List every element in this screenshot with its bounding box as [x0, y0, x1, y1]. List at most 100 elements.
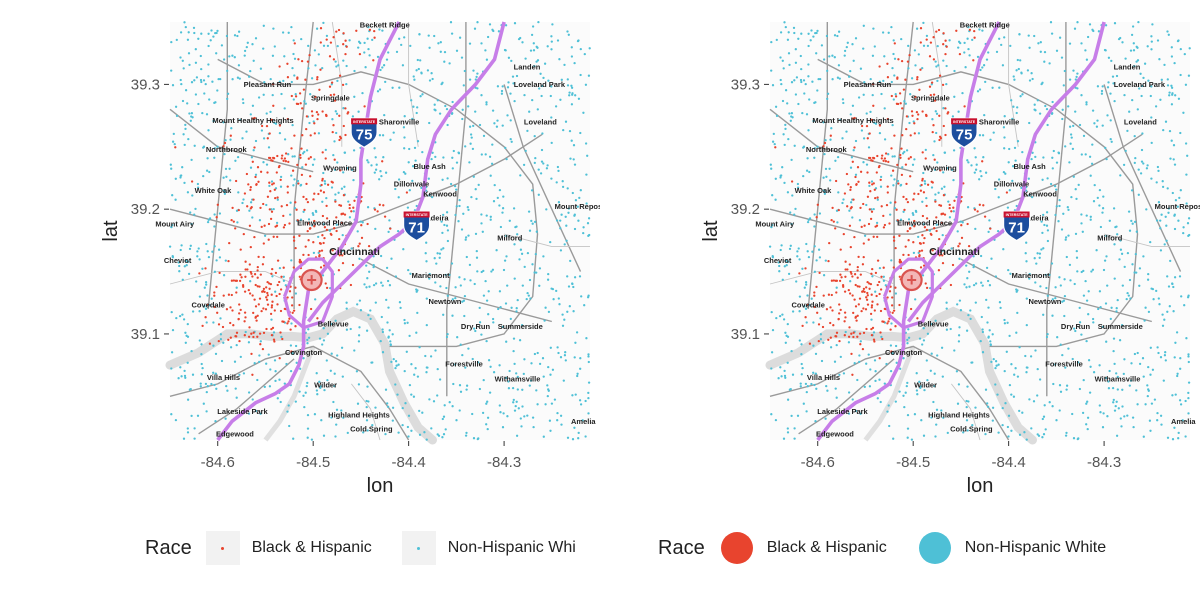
point-non-hispanic-white [862, 47, 865, 50]
point-black-hispanic [835, 291, 838, 294]
point-black-hispanic [821, 325, 825, 329]
point-non-hispanic-white [963, 51, 966, 54]
point-black-hispanic [951, 263, 955, 267]
point-non-hispanic-white [301, 166, 304, 169]
point-non-hispanic-white [523, 265, 526, 269]
point-non-hispanic-white [777, 377, 780, 380]
point-non-hispanic-white [792, 26, 796, 30]
point-non-hispanic-white [332, 153, 335, 157]
point-non-hispanic-white [453, 184, 457, 188]
point-non-hispanic-white [1140, 84, 1144, 88]
point-black-hispanic [949, 283, 953, 287]
point-non-hispanic-white [780, 375, 783, 378]
point-non-hispanic-white [236, 155, 240, 159]
point-non-hispanic-white [371, 38, 374, 42]
point-non-hispanic-white [387, 335, 390, 338]
point-non-hispanic-white [234, 159, 237, 162]
point-non-hispanic-white [436, 367, 439, 371]
point-non-hispanic-white [436, 252, 439, 255]
point-non-hispanic-white [1071, 412, 1074, 416]
point-non-hispanic-white [501, 325, 505, 329]
point-black-hispanic [813, 291, 816, 294]
point-non-hispanic-white [305, 149, 309, 152]
point-non-hispanic-white [540, 160, 544, 163]
point-black-hispanic [916, 75, 919, 79]
point-non-hispanic-white [973, 171, 976, 174]
point-non-hispanic-white [573, 426, 576, 429]
point-non-hispanic-white [1113, 99, 1116, 103]
point-non-hispanic-white [802, 174, 805, 178]
point-non-hispanic-white [1107, 380, 1110, 383]
point-non-hispanic-white [410, 99, 413, 102]
point-non-hispanic-white [200, 353, 203, 356]
point-black-hispanic [263, 224, 266, 227]
point-non-hispanic-white [1044, 273, 1047, 277]
point-non-hispanic-white [1075, 249, 1078, 253]
point-non-hispanic-white [184, 259, 188, 262]
point-non-hispanic-white [1095, 249, 1098, 252]
point-non-hispanic-white [233, 56, 236, 59]
point-non-hispanic-white [987, 51, 990, 54]
point-non-hispanic-white [858, 354, 861, 357]
point-non-hispanic-white [1110, 306, 1113, 309]
point-black-hispanic [272, 104, 275, 107]
point-non-hispanic-white [374, 406, 377, 409]
point-black-hispanic [237, 317, 240, 321]
point-non-hispanic-white [981, 284, 984, 287]
point-non-hispanic-white [891, 155, 894, 158]
point-black-hispanic [243, 290, 247, 293]
point-non-hispanic-white [807, 129, 810, 132]
point-black-hispanic [909, 175, 912, 178]
point-non-hispanic-white [1130, 362, 1133, 365]
point-non-hispanic-white [793, 213, 796, 216]
point-non-hispanic-white [541, 132, 544, 135]
point-non-hispanic-white [1170, 86, 1174, 89]
point-non-hispanic-white [191, 373, 195, 376]
point-non-hispanic-white [183, 21, 186, 24]
point-non-hispanic-white [1042, 213, 1045, 217]
point-non-hispanic-white [175, 38, 178, 42]
point-black-hispanic [389, 227, 392, 230]
point-non-hispanic-white [838, 77, 841, 80]
point-non-hispanic-white [1027, 177, 1030, 180]
place-label: Highland Heights [328, 411, 390, 420]
point-non-hispanic-white [333, 372, 336, 375]
point-non-hispanic-white [182, 133, 185, 136]
point-black-hispanic [269, 190, 272, 193]
point-non-hispanic-white [207, 63, 210, 66]
point-non-hispanic-white [1009, 44, 1012, 48]
point-non-hispanic-white [295, 182, 298, 185]
point-black-hispanic [884, 152, 888, 155]
point-non-hispanic-white [376, 90, 380, 93]
point-non-hispanic-white [906, 413, 910, 417]
point-non-hispanic-white [906, 338, 909, 342]
point-non-hispanic-white [829, 179, 832, 182]
point-non-hispanic-white [451, 156, 454, 159]
point-non-hispanic-white [1139, 172, 1143, 175]
point-non-hispanic-white [374, 301, 377, 304]
point-black-hispanic [925, 286, 929, 290]
place-label: Blue Ash [1013, 162, 1046, 171]
point-non-hispanic-white [965, 399, 968, 403]
point-non-hispanic-white [1162, 128, 1165, 132]
point-non-hispanic-white [1167, 285, 1171, 288]
place-label: Milford [1097, 233, 1122, 242]
point-non-hispanic-white [573, 356, 576, 359]
point-non-hispanic-white [368, 285, 371, 288]
point-non-hispanic-white [535, 271, 538, 274]
point-non-hispanic-white [216, 89, 219, 92]
point-non-hispanic-white [586, 154, 589, 157]
point-non-hispanic-white [822, 121, 825, 124]
point-non-hispanic-white [403, 369, 406, 373]
point-non-hispanic-white [903, 100, 906, 103]
point-non-hispanic-white [1042, 415, 1046, 418]
point-black-hispanic [889, 328, 892, 331]
point-non-hispanic-white [1045, 211, 1049, 214]
point-non-hispanic-white [1095, 125, 1099, 128]
point-non-hispanic-white [781, 278, 784, 281]
point-black-hispanic [905, 182, 908, 186]
point-non-hispanic-white [941, 249, 944, 252]
point-non-hispanic-white [1080, 222, 1083, 225]
point-black-hispanic [266, 291, 269, 295]
point-non-hispanic-white [1150, 48, 1153, 51]
